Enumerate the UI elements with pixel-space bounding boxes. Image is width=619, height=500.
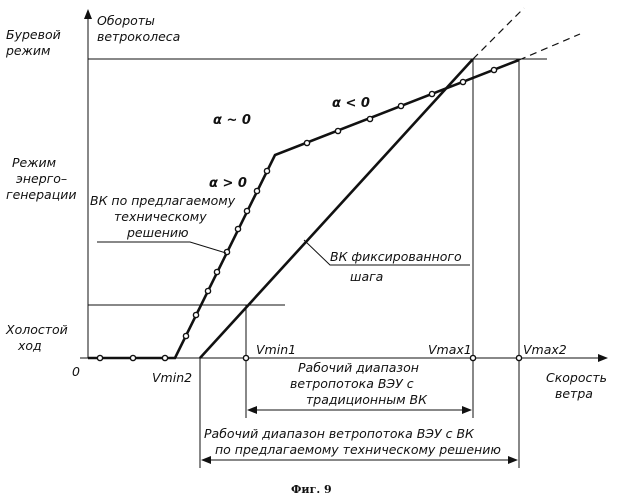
curve-marker [235, 226, 240, 231]
origin-label: 0 [72, 364, 80, 379]
curve-marker [304, 140, 309, 145]
curve-marker [398, 103, 403, 108]
proposed-curve-label-line2: техническому [114, 209, 207, 224]
idle-mode-line2: ход [17, 338, 42, 353]
fixed-curve-label-line1: ВК фиксированного [330, 249, 462, 264]
curve-marker [254, 188, 259, 193]
curve-marker [205, 288, 210, 293]
traditional-range-line1: Рабочий диапазон [298, 360, 419, 375]
curve-marker [244, 208, 249, 213]
figure-caption: Фиг. 9 [291, 483, 332, 496]
generation-mode-line1: Режим [12, 155, 56, 170]
vmax2-tick [516, 355, 521, 360]
vmax1-label: Vmax1 [428, 342, 472, 357]
vmin1-tick [243, 355, 248, 360]
alpha-zero-label: α ~ 0 [213, 113, 251, 128]
curve-marker [264, 168, 269, 173]
fixed-curve-label-line2: шага [350, 269, 383, 284]
fixed-pitch-extension [473, 8, 524, 59]
y-axis-title-line2: ветроколеса [97, 29, 180, 44]
storm-mode-line2: режим [5, 43, 50, 58]
proposed-curve-label-line1: ВК по предлагаемому [90, 193, 236, 208]
curve-marker [97, 355, 102, 360]
traditional-range-line2: ветропотока ВЭУ с [290, 376, 414, 391]
storm-mode-line1: Буревой [6, 27, 61, 42]
x-axis-title-line1: Скорость [546, 370, 607, 385]
curve-marker [367, 116, 372, 121]
proposed-curve-label-line3: решению [126, 225, 189, 240]
curve-marker [183, 333, 188, 338]
curve-marker [130, 355, 135, 360]
y-axis-title-line1: Обороты [97, 13, 155, 28]
idle-mode-line1: Холостой [5, 322, 68, 337]
curve-marker [162, 355, 167, 360]
curve-marker [214, 269, 219, 274]
curve-marker [491, 67, 496, 72]
vmin2-label: Vmin2 [152, 370, 192, 385]
alpha-negative-label: α < 0 [332, 96, 370, 111]
curve-marker [335, 128, 340, 133]
curve-marker [429, 91, 434, 96]
curve-marker [193, 312, 198, 317]
alpha-positive-label: α > 0 [209, 176, 247, 191]
proposed-range-line1: Рабочий диапазон ветропотока ВЭУ с ВК [204, 426, 475, 441]
x-axis-title-line2: ветра [555, 386, 593, 401]
proposed-range-line2: по предлагаемому техническому решению [215, 442, 501, 457]
proposed-curve-leader [97, 242, 226, 253]
curve-marker [460, 79, 465, 84]
proposed-curve-extension [519, 34, 580, 60]
generation-mode-line3: генерации [6, 187, 76, 202]
vmax2-label: Vmax2 [523, 342, 567, 357]
curve-marker [224, 249, 229, 254]
vmin1-label: Vmin1 [256, 342, 296, 357]
generation-mode-line2: энерго– [16, 171, 67, 186]
traditional-range-line3: традиционным ВК [306, 392, 428, 407]
